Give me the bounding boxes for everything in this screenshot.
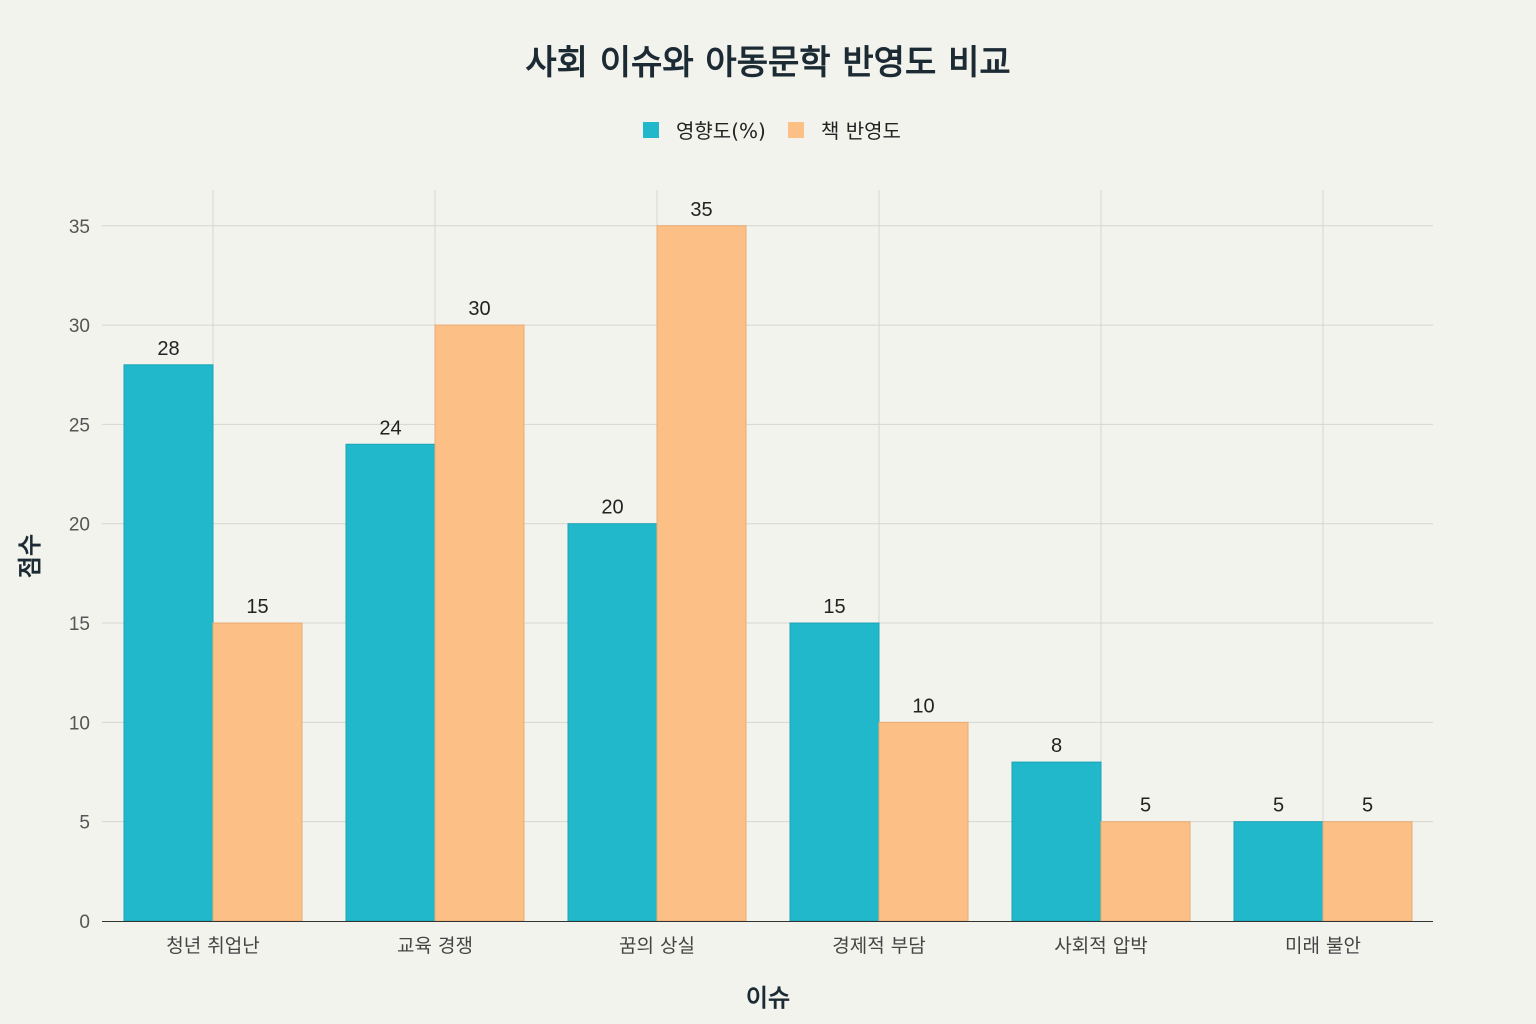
x-tick-label: 경제적 부담 xyxy=(832,935,925,957)
legend-swatch-1 xyxy=(788,122,804,138)
x-tick-label: 사회적 압박 xyxy=(1054,935,1147,957)
bar-reflection xyxy=(434,324,525,922)
data-labels: 28 15 24 30 20 35 15 10 8 5 5 5 xyxy=(157,199,1373,817)
bar-impact xyxy=(567,523,658,922)
grid xyxy=(102,190,1433,921)
y-tick-label: 35 xyxy=(69,217,90,238)
bar-impact xyxy=(1011,761,1102,922)
bar-reflection xyxy=(1100,821,1191,922)
chart-title: 사회 이슈와 아동문학 반영도 비교 xyxy=(525,43,1010,83)
bar-value-label: 8 xyxy=(1051,735,1062,757)
bar-value-label: 30 xyxy=(468,298,490,320)
y-tick-label: 0 xyxy=(79,912,90,933)
y-tick-label: 15 xyxy=(69,614,90,635)
bars xyxy=(123,225,1413,922)
bar-impact xyxy=(789,622,880,922)
y-tick-label: 30 xyxy=(69,316,90,337)
bar-value-label: 15 xyxy=(823,596,845,618)
bar-value-label: 5 xyxy=(1140,795,1151,817)
legend: 영향도(%) 책 반영도 xyxy=(643,119,901,143)
x-tick-label: 교육 경쟁 xyxy=(397,935,473,957)
bar-reflection xyxy=(878,721,969,922)
bar-value-label: 20 xyxy=(601,497,623,519)
y-axis-title: 점수 xyxy=(16,534,44,578)
bar-reflection xyxy=(656,225,747,922)
x-tick-label: 미래 불안 xyxy=(1285,935,1361,957)
y-tick-label: 5 xyxy=(79,813,90,834)
x-tick-label: 청년 취업난 xyxy=(166,935,259,957)
y-tick-label: 25 xyxy=(69,415,90,436)
bar-impact xyxy=(345,443,436,922)
bar-impact xyxy=(1233,821,1324,922)
y-axis-ticks: 0 5 10 15 20 25 30 35 xyxy=(69,217,90,933)
x-tick-label: 꿈의 상실 xyxy=(619,935,695,957)
bar-value-label: 5 xyxy=(1273,795,1284,817)
bar-value-label: 5 xyxy=(1362,795,1373,817)
legend-label-1: 책 반영도 xyxy=(821,119,901,143)
bar-value-label: 24 xyxy=(379,417,401,439)
bar-value-label: 28 xyxy=(157,338,179,360)
bar-impact xyxy=(123,364,214,922)
y-tick-label: 20 xyxy=(69,515,90,536)
legend-swatch-0 xyxy=(643,122,659,138)
x-axis-title: 이슈 xyxy=(746,984,790,1012)
bar-value-label: 10 xyxy=(912,695,934,717)
bar-value-label: 15 xyxy=(246,596,268,618)
x-axis-ticks: 청년 취업난 교육 경쟁 꿈의 상실 경제적 부담 사회적 압박 미래 불안 xyxy=(166,935,1361,957)
bar-value-label: 35 xyxy=(690,199,712,221)
bar-reflection xyxy=(212,622,303,922)
y-tick-label: 10 xyxy=(69,713,90,734)
bar-reflection xyxy=(1322,821,1413,922)
legend-label-0: 영향도(%) xyxy=(676,119,766,143)
